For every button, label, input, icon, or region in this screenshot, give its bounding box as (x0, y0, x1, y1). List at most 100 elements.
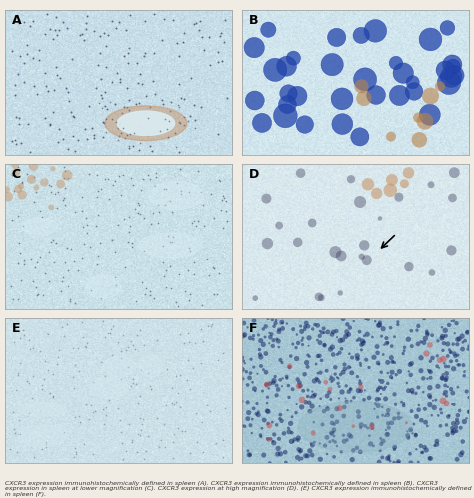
Point (203, 401, 210, 409)
Point (70, 113, 78, 121)
Point (465, 342, 473, 350)
Point (445, 321, 453, 329)
Point (458, 449, 466, 457)
Point (119, 124, 127, 132)
Point (82, 400, 90, 408)
Point (324, 328, 331, 336)
Point (362, 314, 370, 322)
Point (424, 329, 431, 337)
Ellipse shape (18, 403, 67, 416)
Point (97, 185, 105, 193)
Point (11, 171, 19, 179)
Point (118, 375, 125, 383)
Point (363, 256, 371, 264)
Point (368, 421, 376, 429)
Point (334, 351, 341, 359)
Point (72, 208, 79, 216)
Point (33, 282, 40, 290)
Point (51, 25, 58, 33)
Point (359, 340, 367, 348)
Point (265, 421, 273, 429)
Point (288, 429, 296, 437)
Point (184, 266, 191, 274)
Point (328, 430, 336, 438)
Point (144, 432, 152, 440)
Point (41, 114, 48, 122)
Polygon shape (117, 111, 174, 135)
Point (433, 440, 440, 448)
Point (27, 22, 34, 30)
Point (257, 353, 264, 361)
Point (180, 29, 188, 37)
Point (354, 355, 362, 363)
Point (166, 238, 174, 246)
Point (354, 373, 361, 380)
Point (374, 343, 381, 351)
Point (82, 343, 90, 351)
Point (172, 398, 179, 406)
Point (453, 357, 460, 365)
Point (412, 431, 419, 439)
Point (161, 185, 168, 193)
Text: D: D (248, 168, 259, 181)
Point (382, 383, 389, 391)
Point (239, 332, 247, 340)
Point (449, 340, 457, 348)
Point (114, 124, 122, 132)
Point (20, 260, 27, 268)
Point (337, 252, 345, 260)
Point (162, 266, 170, 274)
Point (294, 339, 302, 347)
Point (63, 320, 71, 328)
Point (246, 451, 254, 459)
Point (270, 376, 278, 384)
Point (72, 450, 79, 458)
Point (57, 180, 64, 188)
Point (128, 381, 135, 389)
Point (278, 417, 285, 425)
Point (341, 361, 348, 369)
Point (426, 400, 434, 408)
Point (41, 269, 49, 277)
Point (454, 340, 461, 348)
Point (218, 57, 226, 65)
Point (135, 79, 142, 87)
Point (407, 459, 415, 467)
Point (23, 377, 30, 385)
Point (293, 92, 301, 100)
Point (434, 337, 442, 345)
Point (416, 136, 423, 144)
Point (346, 384, 354, 392)
Point (109, 78, 116, 86)
Point (100, 420, 108, 428)
Point (333, 418, 341, 426)
Point (206, 61, 214, 69)
Point (348, 456, 356, 464)
Point (293, 400, 301, 408)
Point (169, 208, 176, 216)
Point (465, 408, 473, 416)
Point (294, 239, 301, 247)
Point (269, 418, 276, 426)
Point (161, 272, 168, 280)
Point (189, 364, 196, 372)
Point (121, 134, 129, 142)
Point (15, 416, 22, 424)
Point (270, 336, 277, 344)
Point (208, 320, 215, 328)
Point (447, 358, 455, 366)
Point (79, 334, 87, 342)
Point (381, 341, 388, 349)
Point (77, 418, 84, 426)
Point (386, 457, 394, 465)
Point (328, 429, 335, 437)
Point (101, 175, 109, 183)
Point (314, 352, 321, 360)
Point (273, 381, 281, 389)
Point (101, 102, 109, 110)
Point (331, 438, 339, 446)
Point (365, 315, 372, 323)
Point (274, 337, 282, 345)
Point (20, 18, 27, 26)
Point (82, 214, 90, 222)
